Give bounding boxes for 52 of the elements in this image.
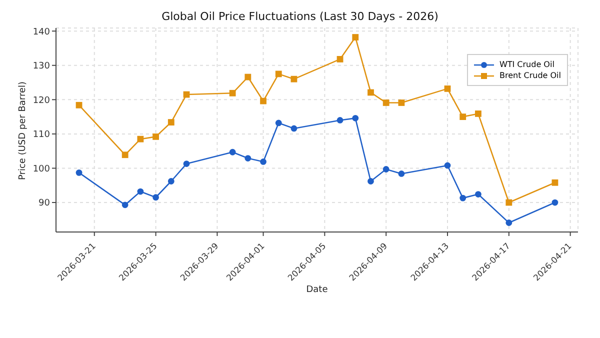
point (229, 148, 236, 156)
point (275, 120, 282, 126)
point (552, 179, 558, 186)
point (475, 191, 482, 198)
point (444, 85, 451, 92)
y-tick-label: 120 (32, 96, 50, 106)
point (244, 74, 252, 80)
point (352, 114, 359, 122)
point (368, 89, 374, 96)
point (122, 202, 128, 208)
point (122, 152, 128, 158)
point (260, 158, 266, 165)
point (244, 155, 252, 162)
point (506, 220, 512, 226)
chart-title: Global Oil Price Fluctuations (Last 30 Days - 2026) (160, 9, 440, 25)
point (290, 125, 298, 132)
point (552, 199, 558, 206)
y-tick-label: 100 (32, 164, 50, 174)
point (398, 170, 405, 177)
point (460, 194, 466, 202)
point (506, 199, 512, 206)
point (275, 70, 282, 78)
point (336, 117, 344, 124)
point (444, 162, 451, 169)
point (137, 136, 144, 142)
point (137, 188, 144, 195)
point (183, 160, 190, 167)
point (260, 98, 266, 104)
y-tick-label: 90 (38, 198, 50, 209)
y-tick-label: 130 (32, 62, 50, 72)
point (168, 178, 174, 184)
legend-label: Brent Crude Oil (499, 71, 561, 80)
point (368, 178, 374, 184)
point (152, 194, 159, 201)
point (382, 166, 390, 172)
x-axis-title: Date (306, 285, 328, 295)
point (475, 110, 482, 117)
point (382, 100, 390, 106)
point (290, 76, 298, 82)
y-tick-label: 110 (32, 130, 50, 140)
point (336, 56, 344, 62)
point (460, 114, 466, 120)
point (229, 90, 236, 96)
point (398, 100, 405, 106)
point (76, 102, 82, 108)
y-tick-label: 140 (32, 27, 50, 38)
point (152, 133, 159, 140)
point (76, 169, 82, 176)
point (352, 34, 359, 40)
y-axis-title: Price (USD per Barrel) (18, 81, 28, 180)
point (168, 119, 174, 126)
legend-label: WTI Crude Oil (499, 60, 554, 69)
